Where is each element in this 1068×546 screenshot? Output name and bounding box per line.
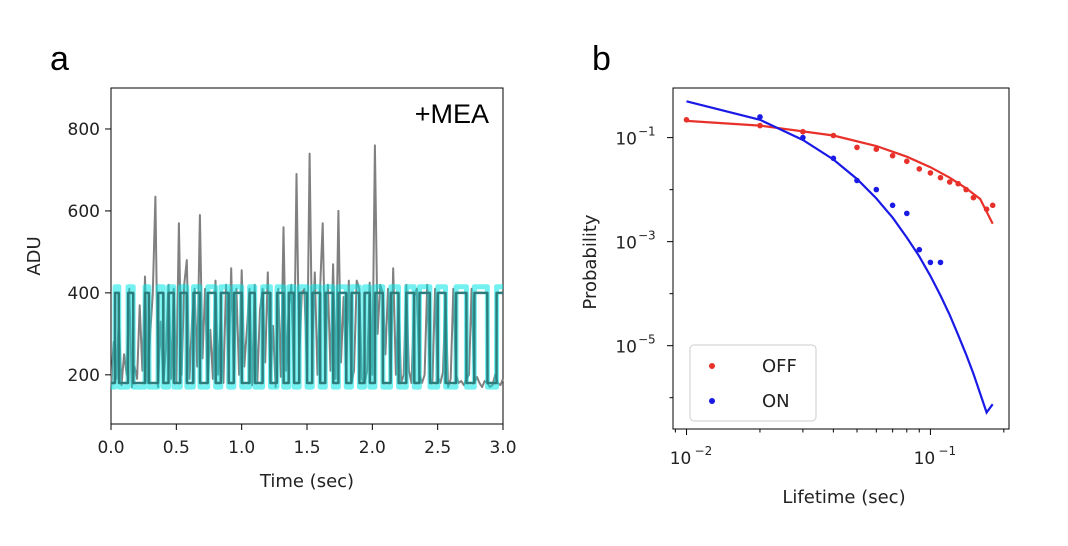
panel-a-xlabel: Time (sec): [259, 471, 354, 492]
panel-a-ytick-label: 400: [68, 284, 100, 304]
panel-a-xtick-label: 3.0: [489, 438, 516, 458]
panel-b-point-on: [904, 210, 910, 217]
panel-b-ytick-label: 10: [615, 234, 637, 254]
panel-a-xtick-label: 1.5: [293, 438, 320, 458]
panel-a-ylabel: ADU: [24, 236, 45, 275]
panel-b-xtick-exponent: −2: [695, 444, 713, 458]
panel-b-fit-off: [686, 119, 994, 225]
panel-b-point-on: [937, 259, 944, 266]
panel-b-xtick-exponent: −1: [938, 444, 956, 458]
panel-a-xtick-label: 2.0: [359, 438, 386, 458]
panel-b-point-off: [800, 128, 806, 135]
panel-b-point-off: [904, 158, 910, 165]
legend-label-on: ON: [762, 391, 790, 412]
panel-a-letter: a: [50, 40, 69, 78]
panel-b-point-off: [937, 174, 944, 181]
panel-b-point-off: [970, 194, 977, 201]
panel-b-ytick-exponent: −1: [638, 125, 656, 139]
legend-marker-on: [709, 398, 715, 404]
panel-b-point-off: [916, 166, 923, 172]
panel-a-ytick-label: 800: [68, 120, 100, 140]
panel-b-point-on: [757, 114, 763, 120]
panel-b-point-off: [946, 179, 953, 185]
panel-b-point-off: [830, 132, 837, 139]
panel-b-point-on: [916, 246, 923, 253]
panel-b-point-off: [955, 180, 961, 187]
panel-b-plot-frame: [672, 87, 1010, 430]
panel-b-ylabel: Probability: [580, 214, 601, 309]
legend-marker-off: [709, 363, 715, 369]
panel-b-xtick-label: 10: [670, 449, 692, 469]
panel-a-xtick-label: 0.5: [163, 438, 190, 458]
panel-b-point-off: [854, 144, 860, 151]
panel-b-point-on: [800, 134, 806, 141]
legend-frame: [689, 344, 817, 422]
panel-a-ytick-label: 600: [68, 202, 100, 222]
panel-a-ytick-label: 200: [68, 366, 100, 386]
panel-b-point-off: [757, 122, 763, 129]
panel-a-series-2-line: [111, 291, 503, 385]
legend-label-off: OFF: [762, 356, 797, 377]
panel-a-annotation: +MEA: [415, 99, 489, 129]
panel-b-point-off: [889, 152, 896, 159]
panel-b-fit-on: [686, 100, 994, 415]
panel-b-letter: b: [592, 40, 611, 78]
panel-b-point-off: [963, 186, 969, 193]
panel-a-xtick-label: 0.0: [97, 438, 124, 458]
panel-b-point-on: [854, 177, 860, 184]
panel-b-point-on: [830, 155, 837, 162]
panel-b-point-off: [683, 117, 690, 123]
panel-b-ytick-label: 10: [615, 338, 637, 358]
panel-b-point-on: [873, 186, 880, 193]
panel-b-ytick-exponent: −5: [638, 333, 656, 347]
panel-b-point-off: [927, 170, 934, 176]
panel-b-xlabel: Lifetime (sec): [782, 487, 905, 508]
panel-b-point-off: [983, 206, 990, 212]
panel-b-point-on: [927, 259, 934, 266]
panel-a-xtick-label: 1.0: [228, 438, 255, 458]
panel-b-ytick-label: 10: [615, 130, 637, 150]
panel-b-point-off: [989, 202, 996, 209]
panel-a-xtick-label: 2.5: [424, 438, 451, 458]
panel-b-legend: OFF ON: [689, 344, 817, 422]
panel-b-ytick-exponent: −3: [638, 229, 656, 243]
panel-b-point-on: [889, 202, 896, 209]
panel-b-chart: 10 −2 10 −1 10−510−310−1 OFF ON Lifetime (s…: [580, 87, 1010, 508]
panel-b-point-off: [873, 146, 880, 152]
panel-b-xtick-label: 10: [914, 449, 936, 469]
